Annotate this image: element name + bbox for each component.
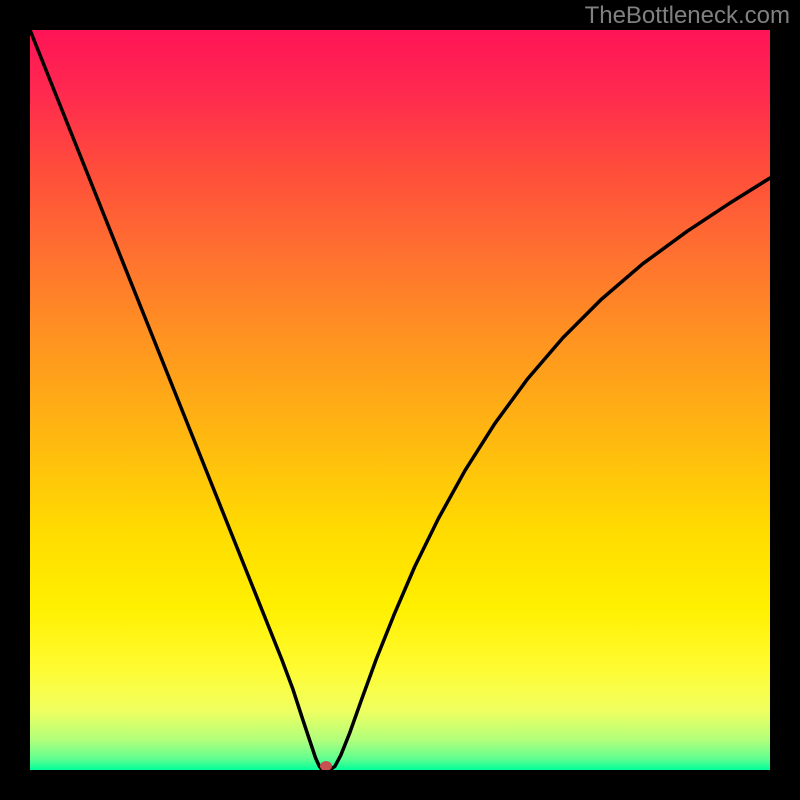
plot-area [30, 30, 770, 770]
bottleneck-curve [30, 30, 770, 770]
minimum-marker [320, 761, 332, 770]
watermark-text: TheBottleneck.com [585, 2, 790, 30]
